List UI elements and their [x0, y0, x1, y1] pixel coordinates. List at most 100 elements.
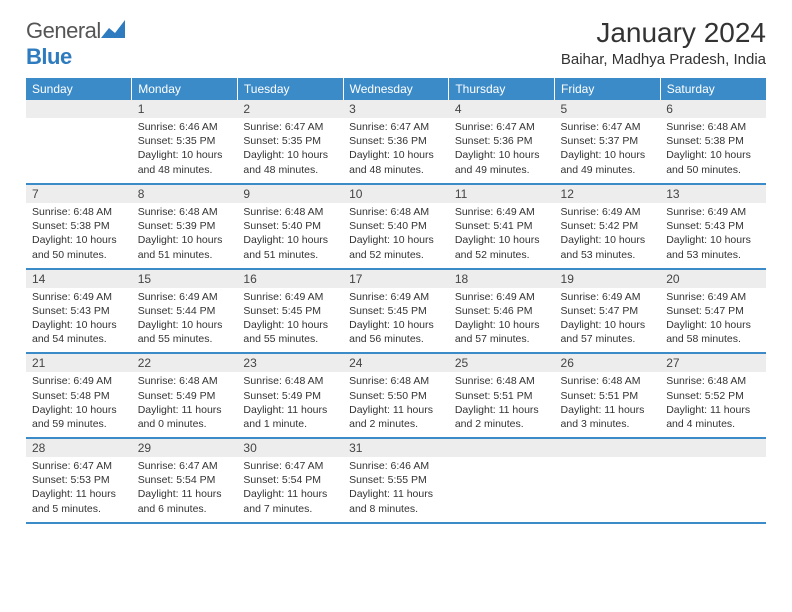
day-number-empty — [449, 439, 555, 457]
daylight-line: Daylight: 10 hours and 52 minutes. — [349, 233, 443, 261]
day-number: 11 — [449, 185, 555, 203]
sunrise-line: Sunrise: 6:49 AM — [32, 374, 126, 388]
day-details: Sunrise: 6:49 AMSunset: 5:43 PMDaylight:… — [26, 288, 132, 353]
calendar-cell: 24Sunrise: 6:48 AMSunset: 5:50 PMDayligh… — [343, 353, 449, 438]
daylight-line: Daylight: 11 hours and 2 minutes. — [349, 403, 443, 431]
calendar-cell: 6Sunrise: 6:48 AMSunset: 5:38 PMDaylight… — [660, 100, 766, 184]
brand-logo: GeneralBlue — [26, 18, 125, 70]
day-number-empty — [555, 439, 661, 457]
day-details: Sunrise: 6:47 AMSunset: 5:54 PMDaylight:… — [132, 457, 238, 522]
calendar-cell — [449, 438, 555, 523]
day-number: 26 — [555, 354, 661, 372]
calendar-cell: 7Sunrise: 6:48 AMSunset: 5:38 PMDaylight… — [26, 184, 132, 269]
calendar-cell: 31Sunrise: 6:46 AMSunset: 5:55 PMDayligh… — [343, 438, 449, 523]
day-details: Sunrise: 6:49 AMSunset: 5:46 PMDaylight:… — [449, 288, 555, 353]
calendar-cell: 5Sunrise: 6:47 AMSunset: 5:37 PMDaylight… — [555, 100, 661, 184]
day-details: Sunrise: 6:49 AMSunset: 5:45 PMDaylight:… — [343, 288, 449, 353]
day-header: Sunday — [26, 78, 132, 100]
sunrise-line: Sunrise: 6:47 AM — [455, 120, 549, 134]
daylight-line: Daylight: 10 hours and 59 minutes. — [32, 403, 126, 431]
daylight-line: Daylight: 10 hours and 58 minutes. — [666, 318, 760, 346]
sunset-line: Sunset: 5:35 PM — [138, 134, 232, 148]
calendar-week: 7Sunrise: 6:48 AMSunset: 5:38 PMDaylight… — [26, 184, 766, 269]
day-number: 1 — [132, 100, 238, 118]
sunrise-line: Sunrise: 6:48 AM — [32, 205, 126, 219]
calendar-week: 21Sunrise: 6:49 AMSunset: 5:48 PMDayligh… — [26, 353, 766, 438]
daylight-line: Daylight: 10 hours and 49 minutes. — [561, 148, 655, 176]
daylight-line: Daylight: 10 hours and 57 minutes. — [561, 318, 655, 346]
day-number: 31 — [343, 439, 449, 457]
calendar-cell: 17Sunrise: 6:49 AMSunset: 5:45 PMDayligh… — [343, 269, 449, 354]
calendar-cell: 22Sunrise: 6:48 AMSunset: 5:49 PMDayligh… — [132, 353, 238, 438]
day-details: Sunrise: 6:47 AMSunset: 5:36 PMDaylight:… — [343, 118, 449, 183]
daylight-line: Daylight: 10 hours and 57 minutes. — [455, 318, 549, 346]
sunrise-line: Sunrise: 6:48 AM — [561, 374, 655, 388]
calendar-cell — [660, 438, 766, 523]
daylight-line: Daylight: 11 hours and 5 minutes. — [32, 487, 126, 515]
day-details: Sunrise: 6:48 AMSunset: 5:39 PMDaylight:… — [132, 203, 238, 268]
sunrise-line: Sunrise: 6:48 AM — [455, 374, 549, 388]
sunset-line: Sunset: 5:42 PM — [561, 219, 655, 233]
day-details: Sunrise: 6:49 AMSunset: 5:47 PMDaylight:… — [660, 288, 766, 353]
day-details: Sunrise: 6:47 AMSunset: 5:54 PMDaylight:… — [237, 457, 343, 522]
day-details: Sunrise: 6:48 AMSunset: 5:38 PMDaylight:… — [660, 118, 766, 183]
day-details: Sunrise: 6:47 AMSunset: 5:35 PMDaylight:… — [237, 118, 343, 183]
calendar-week: 14Sunrise: 6:49 AMSunset: 5:43 PMDayligh… — [26, 269, 766, 354]
day-number: 20 — [660, 270, 766, 288]
day-number: 30 — [237, 439, 343, 457]
day-number: 27 — [660, 354, 766, 372]
sunrise-line: Sunrise: 6:49 AM — [561, 290, 655, 304]
day-details: Sunrise: 6:49 AMSunset: 5:48 PMDaylight:… — [26, 372, 132, 437]
day-number: 25 — [449, 354, 555, 372]
day-number: 2 — [237, 100, 343, 118]
sunset-line: Sunset: 5:35 PM — [243, 134, 337, 148]
day-details: Sunrise: 6:48 AMSunset: 5:40 PMDaylight:… — [343, 203, 449, 268]
daylight-line: Daylight: 11 hours and 1 minute. — [243, 403, 337, 431]
sunset-line: Sunset: 5:36 PM — [455, 134, 549, 148]
sunrise-line: Sunrise: 6:46 AM — [138, 120, 232, 134]
month-title: January 2024 — [561, 18, 766, 49]
day-number: 24 — [343, 354, 449, 372]
calendar-table: SundayMondayTuesdayWednesdayThursdayFrid… — [26, 78, 766, 524]
sunrise-line: Sunrise: 6:47 AM — [243, 459, 337, 473]
calendar-cell: 30Sunrise: 6:47 AMSunset: 5:54 PMDayligh… — [237, 438, 343, 523]
daylight-line: Daylight: 10 hours and 55 minutes. — [243, 318, 337, 346]
calendar-cell: 20Sunrise: 6:49 AMSunset: 5:47 PMDayligh… — [660, 269, 766, 354]
daylight-line: Daylight: 10 hours and 50 minutes. — [666, 148, 760, 176]
daylight-line: Daylight: 10 hours and 48 minutes. — [349, 148, 443, 176]
daylight-line: Daylight: 11 hours and 6 minutes. — [138, 487, 232, 515]
day-number: 15 — [132, 270, 238, 288]
calendar-cell — [555, 438, 661, 523]
sunset-line: Sunset: 5:53 PM — [32, 473, 126, 487]
daylight-line: Daylight: 10 hours and 54 minutes. — [32, 318, 126, 346]
day-number-empty — [26, 100, 132, 118]
day-details: Sunrise: 6:48 AMSunset: 5:52 PMDaylight:… — [660, 372, 766, 437]
day-number: 10 — [343, 185, 449, 203]
day-details: Sunrise: 6:46 AMSunset: 5:35 PMDaylight:… — [132, 118, 238, 183]
calendar-cell: 29Sunrise: 6:47 AMSunset: 5:54 PMDayligh… — [132, 438, 238, 523]
daylight-line: Daylight: 11 hours and 7 minutes. — [243, 487, 337, 515]
sunrise-line: Sunrise: 6:49 AM — [666, 290, 760, 304]
calendar-cell: 19Sunrise: 6:49 AMSunset: 5:47 PMDayligh… — [555, 269, 661, 354]
sunset-line: Sunset: 5:44 PM — [138, 304, 232, 318]
sunrise-line: Sunrise: 6:48 AM — [666, 120, 760, 134]
calendar-cell: 14Sunrise: 6:49 AMSunset: 5:43 PMDayligh… — [26, 269, 132, 354]
day-details: Sunrise: 6:48 AMSunset: 5:49 PMDaylight:… — [132, 372, 238, 437]
daylight-line: Daylight: 10 hours and 48 minutes. — [138, 148, 232, 176]
daylight-line: Daylight: 11 hours and 0 minutes. — [138, 403, 232, 431]
sunrise-line: Sunrise: 6:49 AM — [666, 205, 760, 219]
calendar-body: 1Sunrise: 6:46 AMSunset: 5:35 PMDaylight… — [26, 100, 766, 523]
calendar-cell — [26, 100, 132, 184]
daylight-line: Daylight: 10 hours and 50 minutes. — [32, 233, 126, 261]
day-header: Monday — [132, 78, 238, 100]
sunset-line: Sunset: 5:41 PM — [455, 219, 549, 233]
sunrise-line: Sunrise: 6:48 AM — [138, 205, 232, 219]
day-number: 16 — [237, 270, 343, 288]
day-header: Thursday — [449, 78, 555, 100]
daylight-line: Daylight: 10 hours and 53 minutes. — [561, 233, 655, 261]
day-number: 4 — [449, 100, 555, 118]
day-details: Sunrise: 6:49 AMSunset: 5:45 PMDaylight:… — [237, 288, 343, 353]
day-number: 5 — [555, 100, 661, 118]
day-number: 17 — [343, 270, 449, 288]
calendar-cell: 18Sunrise: 6:49 AMSunset: 5:46 PMDayligh… — [449, 269, 555, 354]
